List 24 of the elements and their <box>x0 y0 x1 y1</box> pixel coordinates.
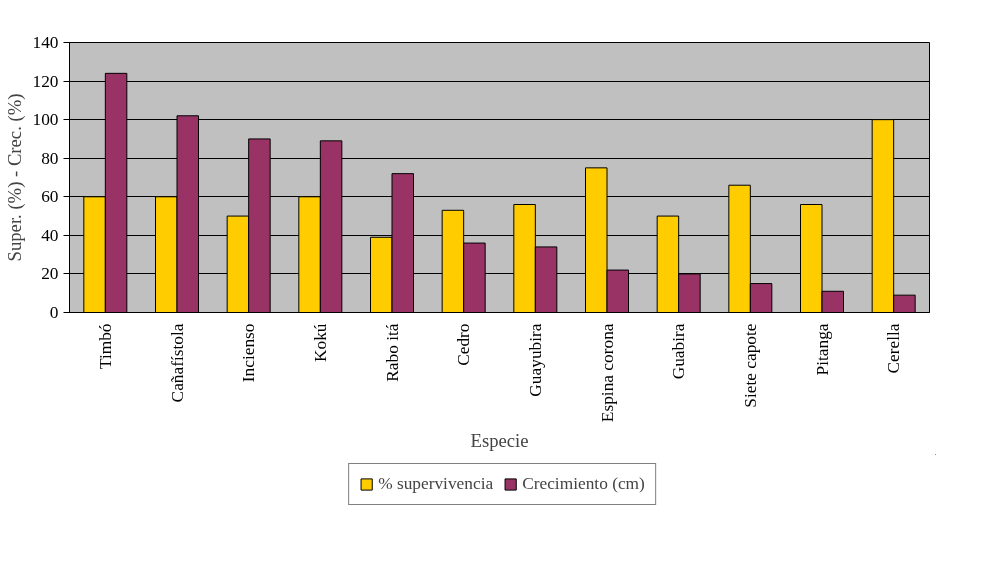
y-axis-title: Super. (%) - Crec. (%) <box>3 93 26 262</box>
y-tick-label: 40 <box>41 225 59 245</box>
y-tick-label: 60 <box>41 187 59 207</box>
y-tick-label: 140 <box>32 33 59 52</box>
x-tick-label: Cerella <box>884 323 904 374</box>
legend-label: % supervivencia <box>378 474 494 494</box>
y-tick-label: 0 <box>49 303 59 322</box>
x-tick-label: Pitanga <box>812 323 832 376</box>
x-axis-title: Especie <box>470 430 529 452</box>
y-tick-label: 120 <box>32 71 59 91</box>
x-tick-label: Incienso <box>239 323 259 383</box>
y-tick-label: 80 <box>41 148 59 168</box>
x-tick-label: Cedro <box>454 323 474 366</box>
y-tick-label: 100 <box>32 110 59 130</box>
legend-label: Crecimiento (cm) <box>522 474 645 494</box>
x-tick-label: Siete capote <box>740 323 760 408</box>
y-tick-label: 20 <box>41 264 59 284</box>
x-tick-label: Espina corona <box>597 323 617 423</box>
x-tick-label: Kokú <box>310 323 330 363</box>
x-tick-label: Cañafístola <box>167 323 187 403</box>
x-tick-label: Guayubira <box>525 323 545 397</box>
x-tick-label: Guabira <box>669 323 689 380</box>
x-tick-label: Timbó <box>95 323 115 370</box>
x-tick-label: Rabo itá <box>382 323 402 382</box>
